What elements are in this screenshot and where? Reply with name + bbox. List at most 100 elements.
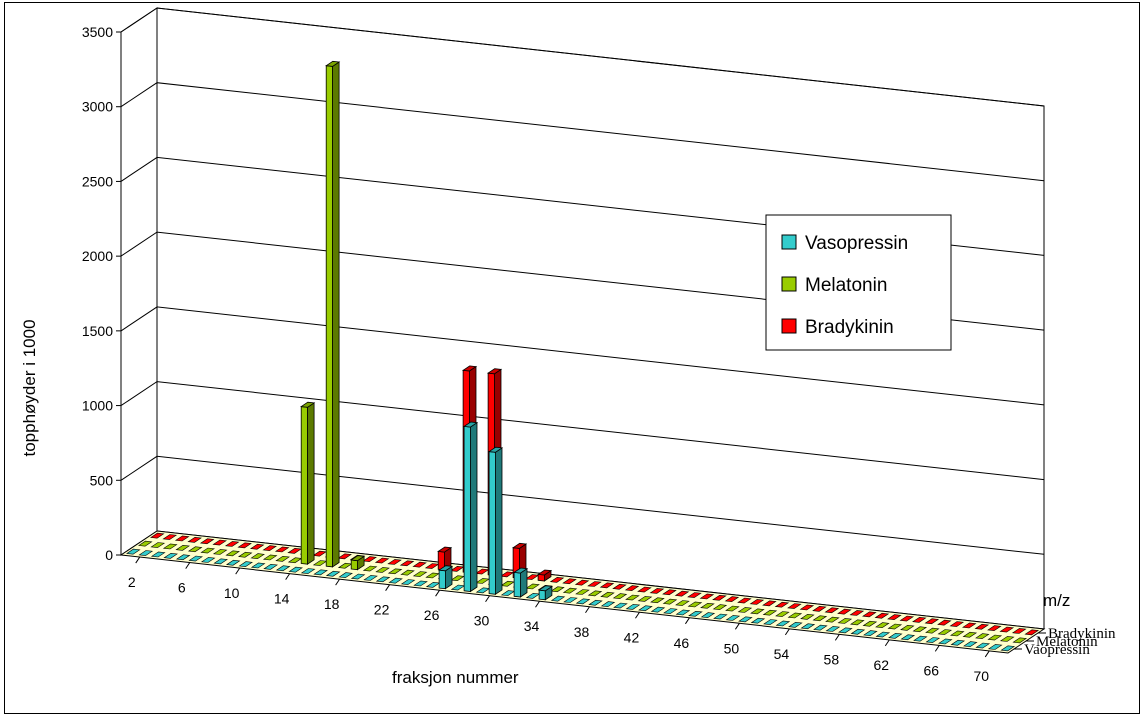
bar-base (649, 588, 665, 594)
bar-front (325, 65, 333, 568)
bar-base (862, 611, 877, 618)
bar-bradykinin-59 (874, 612, 890, 619)
bar-bradykinin-21 (399, 560, 415, 567)
bar-base (962, 631, 978, 638)
bar-vasopressin-19 (350, 573, 366, 580)
bar-bradykinin-9 (249, 543, 265, 550)
bar-base (775, 620, 791, 627)
bar-base (675, 609, 691, 616)
bar-base (837, 608, 852, 615)
bar-vasopressin-60 (863, 630, 878, 637)
bar-front (513, 571, 521, 598)
y-axis-ticks: 0 500 1000 1500 2000 2500 3000 3500 (82, 24, 121, 563)
x-tick-label: 62 (874, 657, 890, 673)
bar-base (950, 630, 965, 637)
bar-base (724, 596, 740, 603)
bar-melatonin-59 (862, 620, 878, 627)
x-tick-label: 6 (178, 580, 186, 596)
x-tick-label: 46 (674, 635, 690, 651)
bar-base (950, 639, 966, 646)
x-tick-mark (934, 645, 940, 652)
bar-melatonin-10 (250, 553, 265, 560)
bar-vasopressin-61 (875, 631, 891, 638)
bar-base (162, 534, 178, 540)
bar-base (125, 548, 141, 555)
bar-base (725, 615, 741, 621)
bar-base (613, 602, 628, 609)
bar-melatonin-40 (625, 594, 640, 601)
bar-vasopressin-23 (400, 579, 416, 585)
x-axis-title: fraksjon nummer (392, 668, 519, 687)
bar-base (387, 568, 403, 575)
bar-vasopressin-4 (163, 552, 178, 559)
legend-label: Vasopressin (805, 233, 908, 254)
bar-bradykinin-65 (949, 621, 965, 627)
x-tick-label: 50 (724, 640, 740, 656)
bar-bradykinin-68 (987, 625, 1002, 632)
bar-base (750, 617, 766, 624)
bar-base (812, 615, 828, 622)
bar-base (388, 577, 403, 584)
bar-base (225, 550, 240, 557)
bar-base (587, 581, 602, 587)
bar-vasopressin-54 (788, 621, 803, 628)
bar-base (612, 583, 627, 590)
bar-melatonin-50 (750, 608, 765, 615)
bar-base (562, 578, 577, 585)
side-wall (120, 7, 158, 556)
bar-base (237, 551, 253, 558)
bar-top (537, 585, 554, 592)
x-tick-label: 38 (574, 624, 590, 640)
bar-vasopressin-24 (413, 580, 428, 587)
bar-side (469, 421, 478, 593)
x-tick-label: 2 (128, 574, 136, 590)
bar-vasopressin-34 (537, 585, 554, 601)
bar-melatonin-41 (637, 596, 653, 602)
bar-bradykinin-53 (799, 604, 815, 611)
bar-base (275, 565, 291, 572)
bar-vasopressin-9 (225, 559, 241, 566)
bar-base (787, 603, 802, 609)
x-tick-label: 14 (274, 591, 290, 607)
bar-base (937, 629, 953, 635)
bar-base (187, 536, 202, 543)
bar-melatonin-38 (600, 591, 615, 598)
bar-base (700, 602, 715, 609)
x-tick-mark (535, 600, 540, 608)
bar-base (212, 549, 228, 555)
x-tick-label: 70 (973, 668, 989, 684)
bar-base (987, 634, 1003, 641)
bar-base (762, 600, 777, 607)
bar-vasopressin-21 (375, 576, 391, 583)
bar-base (862, 620, 878, 627)
bar-base (874, 612, 890, 619)
bar-base (163, 552, 178, 559)
bar-side (494, 447, 503, 596)
bar-melatonin-16 (325, 60, 341, 568)
bar-base (737, 607, 753, 613)
bar-vasopressin-45 (675, 609, 691, 616)
bar-melatonin-3 (162, 543, 178, 550)
bar-bradykinin-54 (812, 605, 827, 612)
bar-bradykinin-51 (774, 601, 790, 608)
bar-base (712, 594, 727, 601)
bar-melatonin-69 (987, 634, 1003, 641)
bar-top (536, 569, 553, 576)
bar-base (775, 611, 790, 617)
bar-front (537, 573, 545, 582)
x-tick-mark (435, 589, 440, 597)
bar-vasopressin-26 (437, 565, 454, 590)
bar-melatonin-12 (275, 555, 290, 562)
bar-vasopressin-15 (300, 568, 316, 574)
x-tick-label: 54 (774, 646, 790, 662)
bar-side (307, 402, 315, 565)
x-axis-ticks: 2 6 10 14 18 22 26 30 34 38 42 46 50 54 58 62 66 70 (128, 556, 990, 684)
y-tick-label: 1500 (82, 323, 113, 339)
bar-base (625, 594, 640, 601)
bar-base (387, 559, 402, 565)
bar-melatonin-2 (150, 542, 166, 548)
bar-vasopressin-49 (725, 615, 741, 621)
bar-bradykinin-20 (387, 559, 402, 565)
chart-frame: 0 500 1000 1500 2000 2500 3000 3500 2 6 10 14 18 22 2… (4, 2, 1140, 714)
bar-melatonin-71 (1012, 637, 1028, 644)
